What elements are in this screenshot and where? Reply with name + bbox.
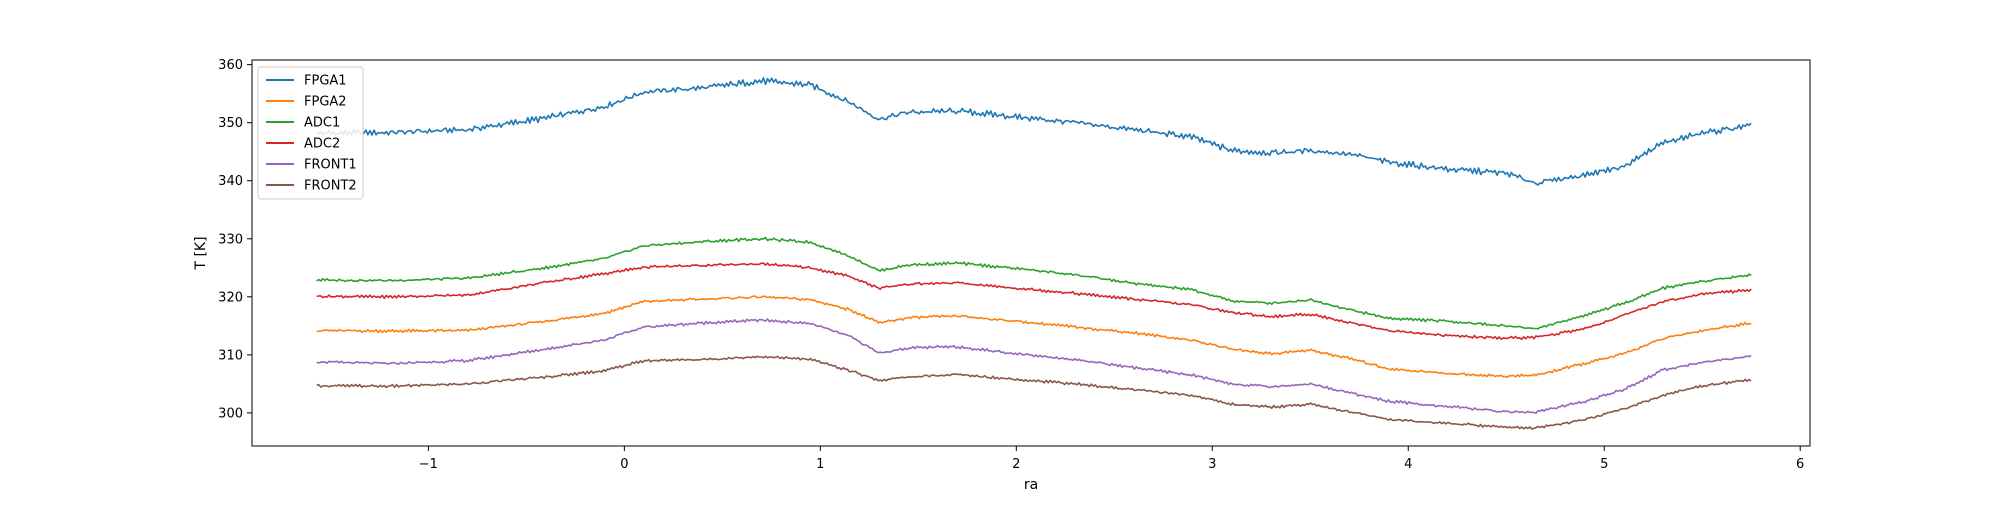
- series-layer: [316, 77, 1752, 430]
- series-line-fpga1: [316, 77, 1752, 186]
- legend-label-front2: FRONT2: [304, 179, 357, 194]
- series-line-front2: [316, 355, 1752, 430]
- plot-frame: [251, 59, 1811, 447]
- y-tick-label: 360: [218, 58, 243, 73]
- series-line-adc1: [316, 236, 1752, 330]
- x-axis-label: ra: [1024, 477, 1038, 493]
- y-tick-label: 320: [218, 290, 243, 305]
- x-tick-label: 1: [816, 457, 824, 472]
- series-line-fpga2: [316, 295, 1752, 379]
- legend: FPGA1 FPGA2 ADC1 ADC2 FRONT1 FRONT2: [257, 66, 364, 200]
- x-tick-label: 5: [1600, 457, 1608, 472]
- series-line-front1: [316, 318, 1752, 414]
- legend-label-fpga2: FPGA2: [304, 95, 347, 110]
- x-tick-label: 3: [1208, 457, 1216, 472]
- legend-label-adc2: ADC2: [304, 137, 340, 152]
- x-axis-ticks: −1 0 1 2 3 4 5 6: [419, 446, 1804, 472]
- y-tick-label: 330: [218, 232, 243, 247]
- y-axis-label: T [K]: [193, 236, 209, 270]
- y-tick-label: 300: [218, 406, 243, 421]
- y-axis-ticks: 300 310 320 330 340 350 360: [218, 58, 252, 421]
- x-tick-label: 2: [1012, 457, 1020, 472]
- y-tick-label: 310: [218, 348, 243, 363]
- legend-label-fpga1: FPGA1: [304, 74, 347, 89]
- y-tick-label: 350: [218, 116, 243, 131]
- x-tick-label: −1: [419, 457, 438, 472]
- y-tick-label: 340: [218, 174, 243, 189]
- legend-label-front1: FRONT1: [304, 158, 357, 173]
- x-tick-label: 4: [1404, 457, 1412, 472]
- series-line-adc2: [316, 262, 1752, 341]
- x-tick-label: 0: [620, 457, 628, 472]
- x-tick-label: 6: [1796, 457, 1804, 472]
- legend-label-adc1: ADC1: [304, 116, 340, 131]
